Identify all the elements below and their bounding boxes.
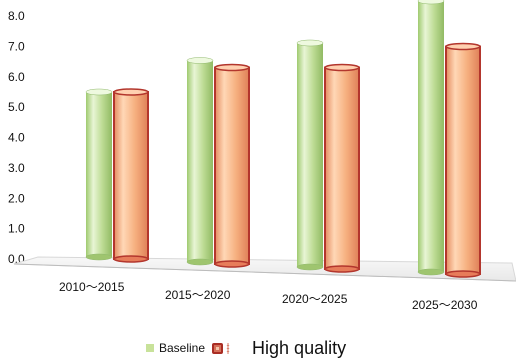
bar-body — [445, 45, 481, 275]
floor-front-edge — [13, 263, 516, 282]
bar-high-quality-4: 6.9 — [445, 42, 481, 278]
x-category-label: 2025～2030 — [412, 298, 478, 312]
bar-base — [296, 263, 324, 271]
y-tick-label: 7.0 — [8, 39, 25, 53]
bar-top — [85, 88, 113, 96]
category-axis: 2010～2015 2015～2020 2020～2025 2025～2030 — [59, 280, 478, 312]
bar-baseline-3: 7 — [296, 39, 324, 271]
bar-high-quality-3: 6.3 — [324, 63, 360, 273]
bar-top — [186, 57, 214, 64]
bar-top — [214, 63, 250, 72]
bar-top — [324, 63, 360, 72]
y-tick-label: 3.0 — [8, 161, 25, 175]
x-category-label: 2010～2015 — [59, 280, 125, 294]
bar-body — [214, 66, 250, 265]
y-tick-label: 6.0 — [8, 70, 25, 84]
y-tick-label: 8.0 — [8, 9, 25, 23]
x-category-label: 2020～2025 — [282, 292, 348, 306]
y-axis: 0.01.02.03.04.05.06.07.08.0 — [8, 9, 25, 266]
y-tick-label: 5.0 — [8, 100, 25, 114]
bar-base — [324, 265, 360, 273]
high-quality-legend-label: High quality — [252, 338, 347, 358]
bar-body — [187, 60, 213, 262]
bar-baseline-1: 5.6 — [85, 88, 113, 261]
bar-base — [445, 270, 481, 278]
bar-top — [417, 0, 445, 5]
bar-body — [418, 1, 444, 272]
y-tick-label: 2.0 — [8, 191, 25, 205]
bar-baseline-2: 6.5 — [186, 57, 214, 266]
bar-base — [85, 253, 113, 261]
bars-group: 5.65.66.56.376.38.26.9 — [85, 0, 481, 278]
legend: Baseline High quality — [146, 336, 346, 360]
bar-top — [113, 88, 149, 96]
bar-base — [214, 260, 250, 268]
bar-high-quality-1: 5.6 — [113, 88, 149, 263]
bar-base — [417, 268, 445, 276]
legend-separator-icon — [226, 342, 231, 354]
bar-top — [296, 39, 324, 47]
bar-base — [186, 258, 214, 266]
bar-body — [86, 92, 112, 257]
baseline-legend-swatch — [146, 344, 154, 352]
y-tick-label: 4.0 — [8, 131, 25, 145]
x-category-label: 2015～2020 — [165, 288, 231, 302]
bar-body — [324, 66, 360, 270]
chart-floor — [13, 256, 516, 282]
bar-base — [113, 255, 149, 263]
bar-top — [445, 42, 481, 51]
bar-body — [297, 43, 323, 267]
y-tick-label: 1.0 — [8, 222, 25, 236]
baseline-legend-label: Baseline — [159, 341, 206, 355]
bar-body — [113, 91, 149, 260]
bar-baseline-4: 8.2 — [417, 0, 445, 276]
bar-high-quality-2: 6.3 — [214, 63, 250, 268]
high-quality-legend-swatch — [212, 342, 224, 354]
